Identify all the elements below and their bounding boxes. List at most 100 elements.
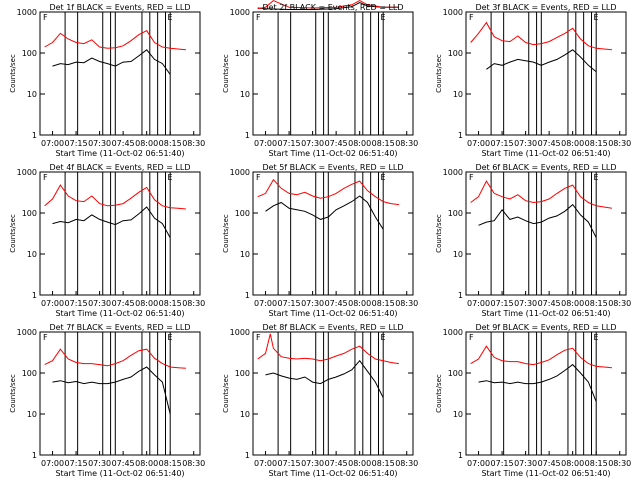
- y-tick-label: 1: [245, 131, 250, 140]
- y-axis-label: Counts/sec: [222, 374, 230, 413]
- y-axis-label: Counts/sec: [435, 54, 443, 93]
- lld-series-line: [44, 184, 186, 210]
- x-tick-label: 08:30: [608, 459, 631, 468]
- x-tick-label: 07:30: [88, 299, 111, 308]
- flag-label: F: [256, 173, 261, 182]
- lld-series-line: [44, 348, 186, 369]
- flag-label: F: [469, 333, 474, 342]
- plot-frame: [39, 11, 201, 136]
- y-tick-label: 10: [453, 410, 463, 419]
- y-tick-label: 100: [448, 369, 463, 378]
- flag-label: F: [256, 333, 261, 342]
- y-tick-label: 100: [448, 209, 463, 218]
- x-tick-label: 08:00: [561, 459, 584, 468]
- x-tick-label: 08:00: [561, 139, 584, 148]
- x-tick-label: 08:15: [585, 139, 608, 148]
- x-tick-label: 08:00: [561, 299, 584, 308]
- x-tick-label: 08:15: [159, 299, 182, 308]
- chart-title: Det 6f BLACK = Events, RED = LLD: [475, 163, 616, 172]
- plot-frame: [39, 171, 201, 296]
- events-series-line: [52, 366, 171, 415]
- x-axis-label: Start Time (11-Oct-02 06:51:40): [268, 469, 397, 478]
- y-axis-label: Counts/sec: [222, 54, 230, 93]
- events-series-line: [265, 359, 384, 398]
- x-tick-label: 08:30: [182, 459, 205, 468]
- events-series-line: [486, 49, 597, 73]
- y-tick-label: 1000: [17, 168, 37, 177]
- x-tick-label: 08:30: [608, 299, 631, 308]
- x-tick-label: 07:30: [301, 139, 324, 148]
- x-tick-label: 07:15: [491, 139, 514, 148]
- x-axis-label: Start Time (11-Oct-02 06:51:40): [481, 149, 610, 158]
- events-series-line: [265, 195, 384, 230]
- y-axis-label: Counts/sec: [222, 214, 230, 253]
- x-tick-label: 07:00: [254, 139, 277, 148]
- x-axis-label: Start Time (11-Oct-02 06:51:40): [268, 309, 397, 318]
- y-tick-label: 10: [27, 410, 37, 419]
- y-tick-label: 10: [27, 90, 37, 99]
- events-series-line: [478, 203, 597, 238]
- x-tick-label: 07:15: [278, 459, 301, 468]
- flag-label: E: [167, 173, 172, 182]
- x-tick-label: 08:15: [372, 139, 395, 148]
- y-tick-label: 100: [22, 369, 37, 378]
- x-axis-label: Start Time (11-Oct-02 06:51:40): [55, 309, 184, 318]
- x-tick-label: 07:45: [325, 459, 348, 468]
- x-tick-label: 07:45: [325, 139, 348, 148]
- x-tick-label: 07:30: [88, 459, 111, 468]
- lld-series-line: [257, 333, 399, 365]
- y-tick-label: 100: [235, 369, 250, 378]
- x-tick-label: 08:15: [372, 459, 395, 468]
- plot-frame: [252, 171, 414, 296]
- x-tick-label: 08:30: [608, 139, 631, 148]
- y-axis-label: Counts/sec: [435, 374, 443, 413]
- events-series-line: [478, 363, 597, 402]
- x-axis-label: Start Time (11-Oct-02 06:51:40): [481, 309, 610, 318]
- x-tick-label: 07:00: [41, 459, 64, 468]
- x-tick-label: 08:15: [372, 299, 395, 308]
- x-tick-label: 07:15: [491, 299, 514, 308]
- x-tick-label: 07:30: [514, 139, 537, 148]
- x-tick-label: 07:15: [278, 299, 301, 308]
- flag-label: F: [469, 13, 474, 22]
- x-tick-label: 08:15: [159, 139, 182, 148]
- y-axis-label: Counts/sec: [9, 374, 17, 413]
- events-series-line: [52, 49, 171, 75]
- x-tick-label: 08:15: [585, 299, 608, 308]
- flag-label: E: [167, 333, 172, 342]
- flag-label: F: [43, 173, 48, 182]
- lld-series-line: [470, 21, 612, 51]
- x-tick-label: 07:45: [325, 299, 348, 308]
- flag-label: F: [43, 13, 48, 22]
- y-tick-label: 1000: [230, 8, 250, 17]
- flag-label: E: [380, 333, 385, 342]
- y-tick-label: 1000: [17, 328, 37, 337]
- x-axis-label: Start Time (11-Oct-02 06:51:40): [481, 469, 610, 478]
- x-tick-label: 08:30: [395, 139, 418, 148]
- x-tick-label: 07:45: [538, 299, 561, 308]
- x-tick-label: 07:45: [112, 139, 135, 148]
- chart-title: Det 5f BLACK = Events, RED = LLD: [262, 163, 403, 172]
- flag-label: F: [256, 13, 261, 22]
- flag-label: E: [167, 13, 172, 22]
- y-tick-label: 1: [458, 291, 463, 300]
- flag-label: F: [469, 173, 474, 182]
- lld-series-line: [470, 345, 612, 369]
- y-tick-label: 10: [240, 250, 250, 259]
- y-tick-label: 1: [458, 131, 463, 140]
- x-tick-label: 08:00: [135, 459, 158, 468]
- x-tick-label: 08:30: [395, 299, 418, 308]
- x-tick-label: 07:30: [88, 139, 111, 148]
- lld-series-line: [470, 180, 612, 209]
- flag-label: F: [43, 333, 48, 342]
- y-axis-label: Counts/sec: [9, 54, 17, 93]
- chart-title: Det 9f BLACK = Events, RED = LLD: [475, 323, 616, 332]
- x-tick-label: 07:15: [491, 459, 514, 468]
- flag-label: E: [593, 333, 598, 342]
- chart-title: Det 8f BLACK = Events, RED = LLD: [262, 323, 403, 332]
